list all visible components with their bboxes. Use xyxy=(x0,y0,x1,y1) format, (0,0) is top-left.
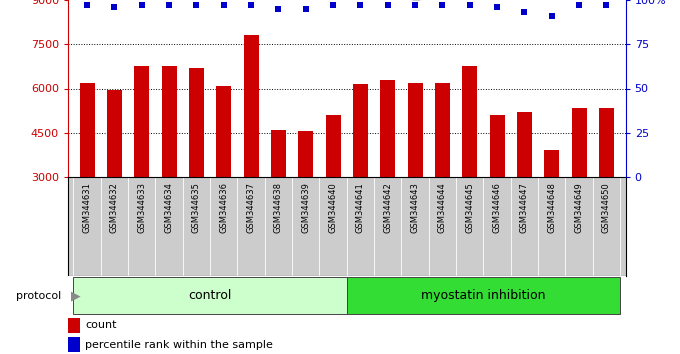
Text: GSM344645: GSM344645 xyxy=(465,182,475,233)
Point xyxy=(164,2,175,8)
Text: GSM344632: GSM344632 xyxy=(110,182,119,233)
Bar xyxy=(73,277,347,314)
Bar xyxy=(380,80,395,177)
Bar xyxy=(347,277,620,314)
Text: GSM344633: GSM344633 xyxy=(137,182,146,233)
Bar xyxy=(68,318,80,333)
Bar xyxy=(435,82,450,177)
Text: GSM344631: GSM344631 xyxy=(83,182,92,233)
Bar xyxy=(162,67,177,177)
Point xyxy=(137,2,148,8)
Bar xyxy=(189,68,204,177)
Bar xyxy=(572,108,587,177)
Text: GSM344642: GSM344642 xyxy=(384,182,392,233)
Bar xyxy=(299,131,313,177)
Text: GSM344635: GSM344635 xyxy=(192,182,201,233)
Bar xyxy=(68,337,80,352)
Text: GSM344643: GSM344643 xyxy=(411,182,420,233)
Bar xyxy=(599,108,614,177)
Text: GSM344650: GSM344650 xyxy=(602,182,611,233)
Bar xyxy=(80,82,95,177)
Text: GSM344636: GSM344636 xyxy=(219,182,228,233)
Bar xyxy=(326,115,341,177)
Bar xyxy=(462,67,477,177)
Bar xyxy=(544,150,560,177)
Point xyxy=(82,2,92,8)
Bar xyxy=(107,90,122,177)
Text: myostatin inhibition: myostatin inhibition xyxy=(421,289,546,302)
Bar xyxy=(407,82,423,177)
Bar xyxy=(216,86,231,177)
Text: GSM344637: GSM344637 xyxy=(247,182,256,233)
Text: percentile rank within the sample: percentile rank within the sample xyxy=(85,339,273,350)
Point xyxy=(273,6,284,12)
Point xyxy=(492,4,503,10)
Point xyxy=(546,13,557,19)
Text: protocol: protocol xyxy=(16,291,61,301)
Bar xyxy=(271,130,286,177)
Point xyxy=(301,6,311,12)
Point xyxy=(464,2,475,8)
Text: GSM344634: GSM344634 xyxy=(165,182,173,233)
Text: control: control xyxy=(188,289,232,302)
Point xyxy=(382,2,393,8)
Point xyxy=(409,2,420,8)
Text: GSM344639: GSM344639 xyxy=(301,182,310,233)
Text: GSM344640: GSM344640 xyxy=(328,182,338,233)
Bar xyxy=(517,112,532,177)
Point xyxy=(355,2,366,8)
Point xyxy=(574,2,585,8)
Point xyxy=(519,10,530,15)
Text: GSM344647: GSM344647 xyxy=(520,182,529,233)
Point xyxy=(437,2,448,8)
Bar xyxy=(353,84,368,177)
Point xyxy=(328,2,339,8)
Point xyxy=(601,2,612,8)
Text: GSM344649: GSM344649 xyxy=(575,182,583,233)
Text: GSM344648: GSM344648 xyxy=(547,182,556,233)
Text: GSM344646: GSM344646 xyxy=(492,182,502,233)
Text: GSM344638: GSM344638 xyxy=(274,182,283,233)
Text: GSM344644: GSM344644 xyxy=(438,182,447,233)
Point xyxy=(109,4,120,10)
Bar xyxy=(490,115,505,177)
Point xyxy=(191,2,202,8)
Text: ▶: ▶ xyxy=(71,289,81,302)
Point xyxy=(218,2,229,8)
Point xyxy=(245,2,256,8)
Text: GSM344641: GSM344641 xyxy=(356,182,365,233)
Bar xyxy=(243,35,258,177)
Bar xyxy=(134,67,150,177)
Text: count: count xyxy=(85,320,116,330)
